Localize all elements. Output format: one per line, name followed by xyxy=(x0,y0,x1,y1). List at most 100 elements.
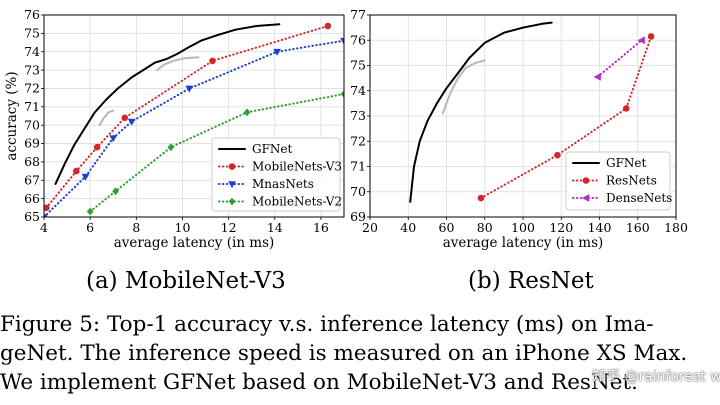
y-tick-label: 72 xyxy=(24,81,40,96)
data-point xyxy=(340,37,344,45)
plot-area xyxy=(44,22,344,217)
y-tick-label: 66 xyxy=(24,191,40,206)
x-tick-label: 20 xyxy=(362,220,378,235)
caption-line-1: Figure 5: Top-1 accuracy v.s. inference … xyxy=(0,312,654,337)
subcaption-b: (b) ResNet xyxy=(468,268,594,294)
data-point xyxy=(637,36,645,45)
data-point xyxy=(81,173,90,181)
x-tick-label: 10 xyxy=(175,220,191,235)
data-point xyxy=(554,151,561,159)
y-tick-label: 71 xyxy=(350,159,366,174)
x-axis-label: average latency (in ms) xyxy=(443,235,604,251)
x-tick-label: 16 xyxy=(313,220,329,235)
y-tick-label: 71 xyxy=(24,99,40,114)
data-point xyxy=(622,105,630,112)
x-tick-label: 12 xyxy=(221,220,237,235)
data-point xyxy=(112,187,119,196)
y-tick-label: 69 xyxy=(350,209,366,224)
subcaption-a: (a) MobileNet-V3 xyxy=(86,268,286,294)
legend-marker xyxy=(228,197,236,206)
data-point xyxy=(86,207,94,216)
x-axis-label: average latency (in ms) xyxy=(114,235,275,251)
y-tick-label: 68 xyxy=(24,154,40,169)
data-point xyxy=(73,167,80,175)
y-tick-label: 73 xyxy=(24,62,40,77)
data-point xyxy=(93,143,101,151)
legend-box xyxy=(565,151,671,211)
legend-marker xyxy=(581,194,590,202)
legend-box xyxy=(211,137,341,212)
series-line-resnets xyxy=(479,35,653,200)
x-tick-label: 80 xyxy=(477,220,493,235)
y-tick-label: 75 xyxy=(24,26,40,41)
y-tick-label: 70 xyxy=(24,117,40,132)
y-tick-label: 76 xyxy=(350,32,366,47)
data-point xyxy=(185,85,194,93)
y-tick-label: 73 xyxy=(350,108,366,123)
series-line-baseline xyxy=(98,109,115,127)
plot-area xyxy=(409,21,655,203)
y-tick-label: 77 xyxy=(350,7,366,22)
y-tick-label: 74 xyxy=(24,44,40,59)
x-tick-label: 140 xyxy=(588,220,612,235)
data-point xyxy=(593,72,601,81)
x-tick-label: 160 xyxy=(626,220,650,235)
legend-label: ResNets xyxy=(606,174,657,188)
y-tick-label: 69 xyxy=(24,136,40,151)
y-tick-label: 67 xyxy=(24,172,40,187)
data-point xyxy=(243,108,251,117)
x-tick-label: 40 xyxy=(400,220,416,235)
series-line-densenets xyxy=(596,39,643,78)
legend-marker xyxy=(582,177,590,184)
data-point xyxy=(273,48,281,56)
y-tick-label: 70 xyxy=(350,184,366,199)
legend-label: GFNet xyxy=(606,156,647,170)
x-tick-label: 120 xyxy=(549,220,573,235)
series-line-baseline xyxy=(156,56,200,72)
legend-marker xyxy=(228,181,236,189)
data-point xyxy=(44,204,50,212)
data-point xyxy=(477,194,485,202)
series-line-baseline xyxy=(441,59,486,115)
legend-label: DenseNets xyxy=(606,191,672,205)
series-line-gfnet xyxy=(54,23,281,185)
data-point xyxy=(209,57,216,65)
x-tick-label: 8 xyxy=(132,220,140,235)
legend-marker xyxy=(228,163,236,170)
x-tick-label: 14 xyxy=(267,220,283,235)
caption-line-2: geNet. The inference speed is measured o… xyxy=(0,341,688,366)
data-point xyxy=(127,118,136,126)
x-tick-label: 100 xyxy=(511,220,535,235)
data-point xyxy=(324,22,332,30)
figure-caption: Figure 5: Top-1 accuracy v.s. inference … xyxy=(0,310,718,397)
data-point xyxy=(647,33,655,40)
legend-label: GFNet xyxy=(252,142,293,156)
y-tick-label: 75 xyxy=(350,58,366,73)
data-point xyxy=(167,143,175,152)
legend-label: MobileNets-V2 xyxy=(252,195,342,209)
x-tick-label: 180 xyxy=(664,220,688,235)
caption-line-3: We implement GFNet based on MobileNet-V3… xyxy=(0,370,638,395)
series-line-mobilenets-v2 xyxy=(89,93,344,213)
data-point xyxy=(109,135,118,143)
data-point xyxy=(340,90,344,98)
y-tick-label: 65 xyxy=(24,209,40,224)
x-tick-label: 4 xyxy=(40,220,48,235)
y-tick-label: 76 xyxy=(24,7,40,22)
x-tick-label: 60 xyxy=(439,220,455,235)
legend-label: MnasNets xyxy=(252,177,314,191)
data-point xyxy=(44,214,48,217)
data-point xyxy=(121,114,129,122)
legend-label: MobileNets-V3 xyxy=(252,160,342,174)
watermark-text: 知乎 @rainforest wang xyxy=(592,369,720,385)
y-axis-label: accuracy (%) xyxy=(4,71,20,160)
axes-frame xyxy=(43,14,345,218)
y-tick-label: 72 xyxy=(350,133,366,148)
x-tick-label: 6 xyxy=(86,220,94,235)
y-tick-label: 74 xyxy=(350,83,366,98)
series-line-gfnet xyxy=(409,21,553,203)
chart-panel-b: 69 70 71 72 73 74 75 76 77 20 40 60 80 100 120 140 160 18… xyxy=(350,7,688,251)
series-line-mobilenets-v3 xyxy=(45,25,329,209)
